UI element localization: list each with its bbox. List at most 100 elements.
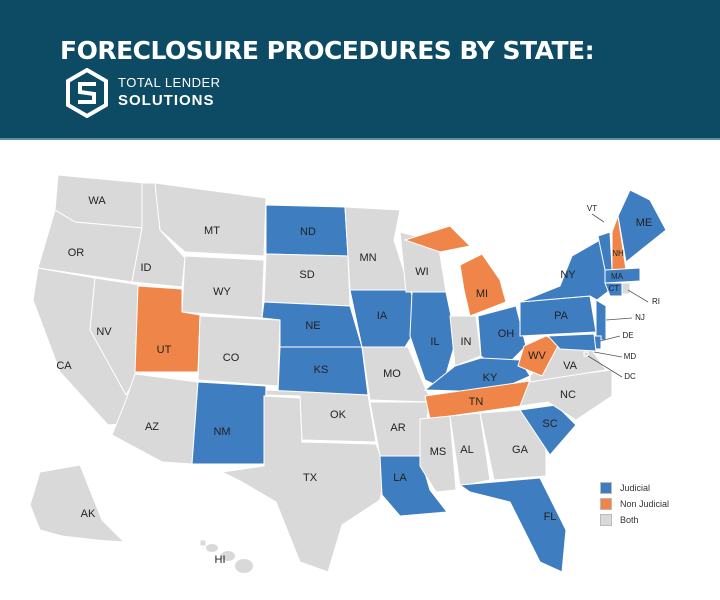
state-wv bbox=[517, 335, 561, 377]
state-label-ny: NY bbox=[560, 269, 576, 281]
state-label-ri: RI bbox=[652, 297, 660, 306]
legend-swatch-judicial bbox=[600, 482, 612, 494]
state-label-nh: NH bbox=[612, 249, 624, 258]
brand-name-line2: SOLUTIONS bbox=[118, 92, 215, 109]
leader-line bbox=[627, 289, 649, 303]
state-label-sc: SC bbox=[542, 418, 557, 430]
state-sc bbox=[519, 404, 577, 456]
state-mo bbox=[361, 346, 433, 403]
state-label-co: CO bbox=[223, 352, 240, 364]
state-label-ar: AR bbox=[390, 422, 405, 434]
state-label-mi: MI bbox=[476, 288, 488, 300]
state-label-nv: NV bbox=[96, 326, 112, 338]
state-label-va: VA bbox=[563, 360, 578, 372]
state-label-wi: WI bbox=[415, 266, 428, 278]
state-label-la: LA bbox=[393, 472, 407, 484]
leader-line bbox=[599, 335, 621, 342]
state-label-fl: FL bbox=[544, 511, 557, 523]
state-label-az: AZ bbox=[145, 421, 159, 433]
state-label-nc: NC bbox=[560, 389, 576, 401]
state-label-tx: TX bbox=[303, 472, 318, 484]
state-hi-island bbox=[206, 544, 218, 552]
state-ct bbox=[604, 282, 623, 297]
legend-label: Non Judicial bbox=[620, 499, 670, 509]
state-label-il: IL bbox=[430, 336, 439, 348]
legend-label: Both bbox=[620, 515, 639, 525]
state-label-id: ID bbox=[141, 262, 152, 274]
state-label-wa: WA bbox=[88, 195, 106, 207]
state-label-ga: GA bbox=[512, 444, 529, 456]
state-label-in: IN bbox=[461, 336, 472, 348]
state-label-md: MD bbox=[624, 352, 637, 361]
leader-line bbox=[605, 317, 633, 321]
state-label-ct: CT bbox=[609, 284, 620, 293]
state-label-ia: IA bbox=[377, 310, 388, 322]
legend-swatch-non-judicial bbox=[600, 498, 612, 510]
state-ma bbox=[604, 267, 641, 284]
state-ms bbox=[419, 415, 457, 493]
legend-label: Judicial bbox=[620, 483, 651, 493]
state-label-hi: HI bbox=[215, 554, 226, 566]
state-label-dc: DC bbox=[624, 372, 636, 381]
state-label-de: DE bbox=[622, 331, 633, 340]
state-label-or: OR bbox=[68, 247, 85, 259]
state-label-ak: AK bbox=[81, 508, 96, 520]
total-lender-logo-icon bbox=[66, 68, 108, 118]
leader-line bbox=[591, 213, 605, 223]
state-label-ca: CA bbox=[56, 360, 72, 372]
legend-item-non-judicial: Non Judicial bbox=[600, 496, 669, 512]
state-label-ut: UT bbox=[157, 344, 172, 356]
state-label-me: ME bbox=[636, 217, 653, 229]
state-label-ks: KS bbox=[314, 364, 329, 376]
state-ga bbox=[479, 409, 547, 481]
state-label-mo: MO bbox=[383, 368, 401, 380]
state-label-nj: NJ bbox=[635, 313, 645, 322]
state-label-nm: NM bbox=[213, 426, 230, 438]
state-label-wv: WV bbox=[528, 350, 546, 362]
state-label-pa: PA bbox=[554, 310, 569, 322]
state-ut bbox=[134, 285, 201, 373]
state-nm bbox=[191, 381, 267, 465]
state-label-mn: MN bbox=[359, 252, 376, 264]
state-me bbox=[617, 189, 667, 263]
state-label-sd: SD bbox=[299, 269, 314, 281]
state-mn bbox=[344, 206, 411, 291]
state-hi-island bbox=[235, 559, 253, 573]
state-hi bbox=[199, 539, 207, 547]
state-label-vt: VT bbox=[587, 204, 597, 213]
state-nj bbox=[595, 299, 607, 341]
state-al bbox=[449, 412, 491, 487]
state-ri bbox=[621, 282, 631, 295]
leader-line bbox=[593, 351, 623, 358]
state-label-tn: TN bbox=[469, 396, 484, 408]
state-dc bbox=[583, 351, 589, 357]
state-mi bbox=[403, 225, 472, 253]
state-oh bbox=[477, 305, 527, 373]
legend-swatch-both bbox=[600, 514, 612, 526]
leader-line bbox=[587, 355, 623, 378]
state-label-oh: OH bbox=[498, 328, 515, 340]
state-fl bbox=[458, 477, 567, 573]
state-ak bbox=[29, 464, 126, 543]
state-label-ne: NE bbox=[305, 320, 320, 332]
state-label-nd: ND bbox=[300, 226, 316, 238]
state-label-ky: KY bbox=[483, 372, 498, 384]
state-mi-lower bbox=[459, 253, 507, 317]
header-banner: FORECLOSURE PROCEDURES BY STATE: TOTAL L… bbox=[0, 0, 720, 140]
state-md bbox=[546, 333, 597, 352]
state-label-wy: WY bbox=[213, 286, 231, 298]
page-title: FORECLOSURE PROCEDURES BY STATE: bbox=[60, 36, 595, 65]
state-label-ma: MA bbox=[611, 272, 624, 281]
map-legend: Judicial Non Judicial Both bbox=[600, 480, 669, 528]
state-nc bbox=[519, 369, 613, 421]
legend-item-judicial: Judicial bbox=[600, 480, 669, 496]
state-label-mt: MT bbox=[204, 225, 220, 237]
state-tx bbox=[220, 395, 387, 573]
state-label-ms: MS bbox=[430, 446, 447, 458]
state-mt bbox=[154, 182, 267, 257]
state-label-al: AL bbox=[460, 444, 473, 456]
brand-name-line1: TOTAL LENDER bbox=[118, 75, 221, 90]
state-hi-island bbox=[221, 551, 235, 561]
legend-item-both: Both bbox=[600, 512, 669, 528]
us-state-map: WA OR CA NV ID MT WY UT CO AZ NM ND SD NE KS OK TX MN IA MO… bbox=[29, 174, 667, 573]
